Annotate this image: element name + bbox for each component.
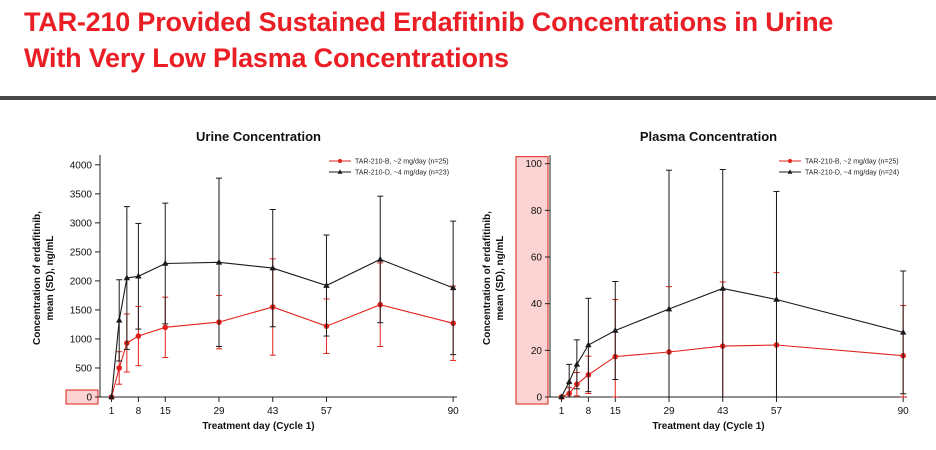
x-tick-label: 43: [717, 406, 729, 417]
legend-label: TAR-210-D, ~4 mg/day (n=23): [355, 170, 449, 177]
x-tick-label: 29: [663, 406, 675, 417]
y-tick-label: 4000: [70, 160, 93, 171]
series-2: [108, 177, 457, 400]
data-point: [162, 259, 169, 266]
x-tick-label: 1: [109, 406, 115, 417]
data-point: [565, 378, 573, 385]
data-point: [135, 333, 142, 339]
data-point: [665, 305, 673, 312]
y-axis-label-line-1: Concentration of erdafitinib,: [32, 211, 43, 345]
y-axis-label: Concentration of erdafitinib, mean (SD), …: [482, 211, 506, 345]
x-tick-label: 15: [610, 406, 622, 417]
y-tick-label: 2000: [70, 276, 93, 287]
y-tick-highlight: [65, 389, 99, 405]
data-point: [115, 316, 123, 323]
x-tick-label: 43: [267, 406, 279, 417]
y-tick-label: 100: [525, 159, 542, 170]
x-tick-label: 90: [898, 406, 910, 417]
data-point: [558, 393, 565, 400]
chart-title: Plasma Concentration: [640, 129, 777, 144]
y-tick-label: 500: [75, 363, 92, 374]
series-line: [110, 304, 454, 398]
slide-title-line-1: TAR-210 Provided Sustained Erdafitinib C…: [24, 7, 834, 37]
x-axis-label: Treatment day (Cycle 1): [202, 421, 314, 432]
legend-label: TAR-210-B, ~2 mg/day (n=25): [805, 159, 899, 166]
x-axis-label: Treatment day (Cycle 1): [652, 421, 764, 432]
data-point: [215, 258, 223, 265]
series-1: [108, 258, 457, 400]
data-point: [899, 328, 907, 335]
data-point: [719, 285, 726, 291]
y-tick-label: 40: [531, 299, 543, 310]
title-divider: [0, 96, 936, 100]
legend-marker: [338, 159, 342, 163]
y-tick-label: 0: [86, 393, 92, 404]
legend-label: TAR-210-D, ~4 mg/day (n=24): [805, 170, 899, 177]
data-point: [323, 282, 330, 288]
slide-title-line-2: With Very Low Plasma Concentrations: [24, 43, 509, 73]
data-point: [773, 295, 780, 302]
y-tick-label: 2500: [70, 247, 93, 258]
y-axis-label-line-2: mean (SD), ng/mL: [45, 235, 56, 320]
urine-concentration-chart: Urine Concentration Concentration of erda…: [32, 129, 460, 432]
x-tick-label: 90: [448, 406, 460, 417]
data-point: [123, 274, 131, 281]
data-point: [612, 327, 619, 333]
series-line: [561, 287, 904, 398]
data-point: [449, 284, 457, 291]
plasma-concentration-chart: Plasma Concentration Concentration of erd…: [482, 129, 910, 432]
data-point: [162, 324, 169, 331]
data-point: [108, 393, 115, 400]
x-tick-label: 15: [160, 406, 172, 417]
data-point: [269, 264, 276, 271]
data-point: [116, 365, 122, 371]
x-tick-label: 57: [771, 406, 783, 417]
data-point: [585, 341, 592, 348]
y-tick-label: 20: [531, 346, 543, 357]
y-tick-label: 1500: [70, 305, 93, 316]
x-tick-label: 57: [321, 406, 333, 417]
y-tick-highlight: [515, 156, 549, 405]
legend-marker: [337, 169, 343, 174]
series-line: [110, 258, 454, 398]
x-tick-label: 8: [586, 406, 592, 417]
data-point: [377, 255, 384, 262]
y-tick-label: 80: [531, 206, 543, 217]
y-axis-label: Concentration of erdafitinib, mean (SD), …: [32, 211, 56, 345]
y-tick-label: 3000: [70, 218, 93, 229]
slide-title: TAR-210 Provided Sustained Erdafitinib C…: [24, 4, 833, 76]
series-1: [558, 272, 907, 400]
legend-marker: [787, 169, 793, 174]
x-tick-label: 1: [559, 406, 565, 417]
y-tick-label: 3500: [70, 189, 93, 200]
series-2: [558, 169, 907, 400]
x-tick-label: 29: [213, 406, 225, 417]
y-axis-label-line-1: Concentration of erdafitinib,: [482, 211, 493, 345]
chart-title: Urine Concentration: [196, 129, 321, 144]
legend-label: TAR-210-B, ~2 mg/day (n=25): [355, 159, 449, 166]
y-tick-label: 1000: [70, 334, 93, 345]
y-tick-label: 60: [531, 253, 543, 264]
y-tick-label: 0: [536, 393, 542, 404]
data-point: [135, 272, 142, 279]
legend-marker: [788, 159, 792, 163]
series-line: [561, 344, 904, 398]
x-tick-label: 8: [136, 406, 142, 417]
y-axis-label-line-2: mean (SD), ng/mL: [495, 235, 506, 320]
data-point: [573, 360, 581, 367]
